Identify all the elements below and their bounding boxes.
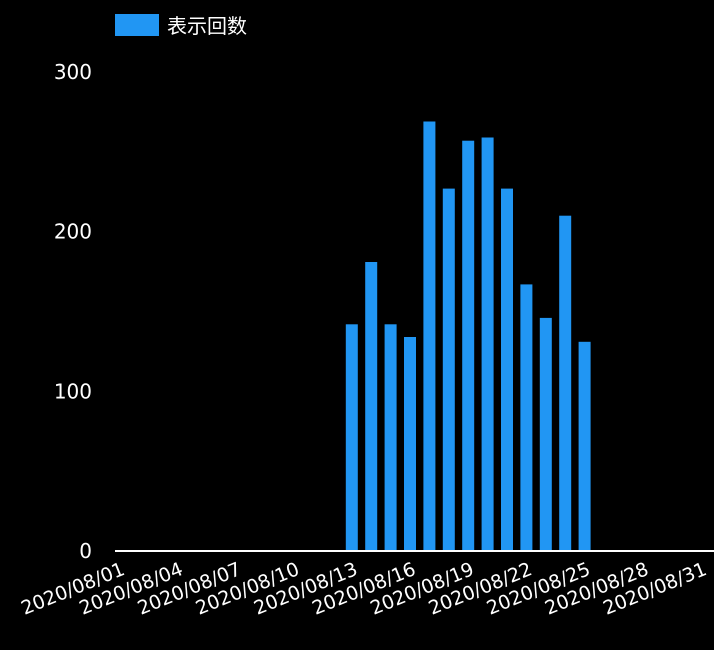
bar[interactable] xyxy=(559,215,572,551)
legend-label: 表示回数 xyxy=(167,14,247,38)
legend-swatch xyxy=(115,14,159,36)
x-axis-ticks: 2020/08/012020/08/042020/08/072020/08/10… xyxy=(18,558,710,619)
y-tick-label: 200 xyxy=(54,220,92,244)
bar[interactable] xyxy=(365,262,378,551)
y-tick-label: 300 xyxy=(54,60,92,84)
bar[interactable] xyxy=(462,140,475,551)
bar[interactable] xyxy=(520,284,533,551)
bar[interactable] xyxy=(578,341,591,551)
bars xyxy=(345,121,591,552)
bar[interactable] xyxy=(442,188,455,551)
bar[interactable] xyxy=(404,337,416,551)
bar[interactable] xyxy=(539,317,552,551)
bar[interactable] xyxy=(501,188,513,551)
bar[interactable] xyxy=(423,121,436,552)
legend[interactable]: 表示回数 xyxy=(115,14,247,38)
bar[interactable] xyxy=(384,324,397,551)
bar[interactable] xyxy=(345,324,358,551)
y-tick-label: 100 xyxy=(54,379,92,403)
y-axis-ticks: 0 100 200 300 xyxy=(54,60,92,563)
bar[interactable] xyxy=(481,137,494,552)
y-tick-label: 0 xyxy=(79,539,92,563)
